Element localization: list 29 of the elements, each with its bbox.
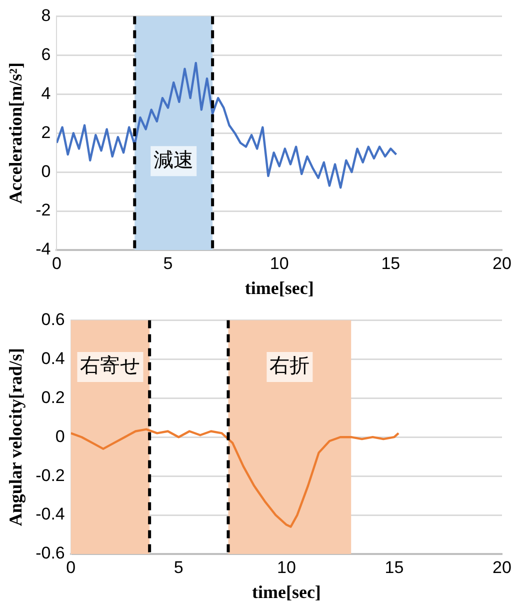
y-tick-label: -4 [36,240,51,259]
x-axis-title: time[sec] [244,278,314,298]
y-tick-label: 0.6 [41,310,65,329]
x-tick-label: 5 [174,558,184,577]
band-label: 減速 [154,147,194,172]
y-tick-label: 6 [41,44,51,64]
band-label: 右寄せ [80,353,140,378]
x-tick-label: 5 [163,254,173,273]
y-tick-label: -0.2 [36,466,65,485]
y-tick-label: 0.4 [41,348,65,368]
x-tick-label: 15 [381,254,400,273]
y-tick-label: 0.2 [41,388,65,407]
y-tick-label: 8 [41,6,51,25]
x-tick-label: 10 [270,254,289,273]
x-tick-label: 15 [384,558,404,577]
y-tick-label: -0.4 [36,504,65,524]
y-tick-label: -0.6 [36,544,65,563]
x-tick-label: 20 [492,254,512,273]
y-axis-title: Angular velocity[rad/s] [5,348,26,526]
y-tick-label: 0 [41,162,51,181]
y-tick-label: -2 [36,200,51,220]
y-tick-label: 0 [55,426,65,446]
y-tick-label: 4 [41,84,51,103]
x-axis-title: time[sec] [252,582,321,602]
y-tick-label: 2 [41,122,51,142]
y-axis-title: Acceleration[m/s²] [5,62,26,204]
x-tick-label: 20 [492,558,512,577]
band-label: 右折 [270,353,310,378]
x-tick-label: 10 [276,558,296,577]
